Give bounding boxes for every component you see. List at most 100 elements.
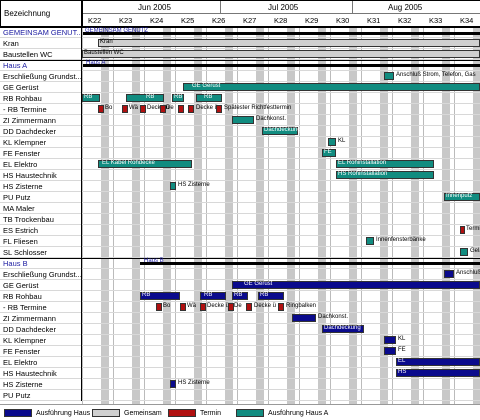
task-row[interactable]: DD Dachdecker	[0, 324, 480, 335]
milestone-estrich-a[interactable]	[460, 226, 465, 234]
bar-elektro-kabel-a[interactable]	[98, 160, 192, 168]
bar-fliesen-a[interactable]	[366, 237, 374, 245]
row-label-cell	[0, 236, 82, 247]
bar-rohbau-b-3[interactable]	[232, 292, 248, 300]
bar-rohbau-b-2[interactable]	[200, 292, 226, 300]
milestone-b-ringbalken[interactable]	[278, 303, 284, 311]
row-label-cell	[0, 137, 82, 148]
milestone-b-decke-3[interactable]	[246, 303, 252, 311]
milestone-decke-2[interactable]	[160, 105, 166, 113]
column-header-bezeichnung[interactable]: Bezeichnung	[0, 0, 82, 27]
bar-rohbau-b-4[interactable]	[258, 292, 284, 300]
bar-zisterne-b[interactable]	[170, 380, 176, 388]
task-row[interactable]: PU Putz	[0, 192, 480, 203]
task-row[interactable]: RB Rohbau	[0, 291, 480, 302]
weekend-shade	[411, 27, 419, 404]
task-row[interactable]: Baustellen WC	[0, 49, 480, 60]
milestone-waende[interactable]	[122, 105, 128, 113]
bar-fenster-b[interactable]	[384, 347, 396, 355]
task-row[interactable]: HS Zisterne	[0, 379, 480, 390]
week-label: K30	[336, 16, 350, 25]
task-row[interactable]: SL Schlosser	[0, 247, 480, 258]
milestone-b-decke-1[interactable]	[200, 303, 206, 311]
task-row[interactable]: Erschließung Grundst...	[0, 269, 480, 280]
bar-rohbau-a-2[interactable]	[126, 94, 164, 102]
task-row[interactable]: FE Fenster	[0, 346, 480, 357]
row-label: PU Putz	[3, 391, 31, 400]
bar-label: KL	[398, 336, 406, 342]
milestone-b-waende[interactable]	[180, 303, 186, 311]
bar-zimmermann-b[interactable]	[292, 314, 316, 322]
milestone-decke-4[interactable]	[188, 105, 194, 113]
summary-bar-haus-a[interactable]	[83, 64, 480, 67]
milestone-decke-1[interactable]	[140, 105, 146, 113]
bar-anschluss-b[interactable]	[444, 270, 454, 278]
bar-kran[interactable]	[98, 39, 480, 47]
row-label: EL Elektro	[3, 358, 38, 367]
bar-geruest-a[interactable]	[183, 83, 480, 91]
task-row[interactable]: RB Rohbau	[0, 93, 480, 104]
task-row[interactable]: GE Gerüst	[0, 280, 480, 291]
row-label: - RB Termine	[3, 105, 47, 114]
bar-fenster-a[interactable]	[322, 149, 336, 157]
milestone-richtfest[interactable]	[216, 105, 222, 113]
bar-haustechnik-a[interactable]	[336, 171, 434, 179]
task-row[interactable]: MA Maler	[0, 203, 480, 214]
bar-haustechnik-b[interactable]	[396, 369, 480, 377]
bar-rohbau-b-1[interactable]	[140, 292, 180, 300]
bar-zisterne-a[interactable]	[170, 182, 176, 190]
bar-elektro-b[interactable]	[396, 358, 480, 366]
task-row[interactable]: ZI Zimmermann	[0, 115, 480, 126]
milestone-decke-3[interactable]	[178, 105, 184, 113]
bar-label: Baustellen WC	[84, 50, 124, 56]
row-label-cell	[0, 170, 82, 181]
row-label: ES Estrich	[3, 226, 39, 235]
task-row[interactable]: EL Elektro	[0, 159, 480, 170]
task-row[interactable]: FL Fliesen	[0, 236, 480, 247]
bar-elektro-roh-a[interactable]	[336, 160, 434, 168]
summary-bar-gemeinsam[interactable]	[83, 32, 480, 35]
task-row[interactable]: ZI Zimmermann	[0, 313, 480, 324]
bar-label: Wä	[187, 303, 196, 309]
task-row[interactable]: Erschließung Grundst...	[0, 71, 480, 82]
milestone-b-decke-2[interactable]	[228, 303, 234, 311]
task-row[interactable]: EL Elektro	[0, 357, 480, 368]
task-row[interactable]: HS Haustechnik	[0, 170, 480, 181]
task-row[interactable]: PU Putz	[0, 390, 480, 401]
bar-klempner-b[interactable]	[384, 336, 396, 344]
row-label: DD Dachdecker	[3, 325, 56, 334]
task-row[interactable]: KL Klempner	[0, 335, 480, 346]
bar-rohbau-a-1[interactable]	[82, 94, 100, 102]
group-row[interactable]: GEMEINSAM GENUT...	[0, 27, 480, 38]
summary-bar-haus-b[interactable]	[140, 262, 480, 265]
bar-dachdecker-b[interactable]	[322, 325, 364, 333]
task-row[interactable]: HS Haustechnik	[0, 368, 480, 379]
bar-rohbau-a-3[interactable]	[172, 94, 184, 102]
row-label: Erschließung Grundst...	[3, 72, 81, 81]
bar-schlosser-a[interactable]	[460, 248, 468, 256]
task-row[interactable]: HS Zisterne	[0, 181, 480, 192]
task-row[interactable]: DD Dachdecker	[0, 126, 480, 137]
task-row[interactable]: KL Klempner	[0, 137, 480, 148]
bar-zimmermann-a[interactable]	[232, 116, 254, 124]
legend-label: Ausführung Haus B	[36, 409, 97, 417]
milestone-b-bodenplatte[interactable]	[156, 303, 162, 311]
task-row[interactable]: FE Fenster	[0, 148, 480, 159]
group-row[interactable]: Haus B	[0, 258, 480, 269]
group-row[interactable]: Haus A	[0, 60, 480, 71]
task-row[interactable]: - RB Termine	[0, 302, 480, 313]
bar-baustellen-wc[interactable]	[82, 50, 480, 58]
bar-anschluss-a[interactable]	[384, 72, 394, 80]
milestone-bodenplatte[interactable]	[98, 105, 104, 113]
task-row[interactable]: TB Trockenbau	[0, 214, 480, 225]
bar-dachdecker-a[interactable]	[262, 127, 298, 135]
week-label: K24	[150, 16, 164, 25]
task-row[interactable]: ES Estrich	[0, 225, 480, 236]
bar-klempner-a[interactable]	[328, 138, 336, 146]
bar-label: Decke ü	[196, 105, 219, 111]
task-row[interactable]: GE Gerüst	[0, 82, 480, 93]
task-row[interactable]: Kran	[0, 38, 480, 49]
task-row[interactable]: - RB Termine	[0, 104, 480, 115]
bar-rohbau-a-4[interactable]	[196, 94, 222, 102]
